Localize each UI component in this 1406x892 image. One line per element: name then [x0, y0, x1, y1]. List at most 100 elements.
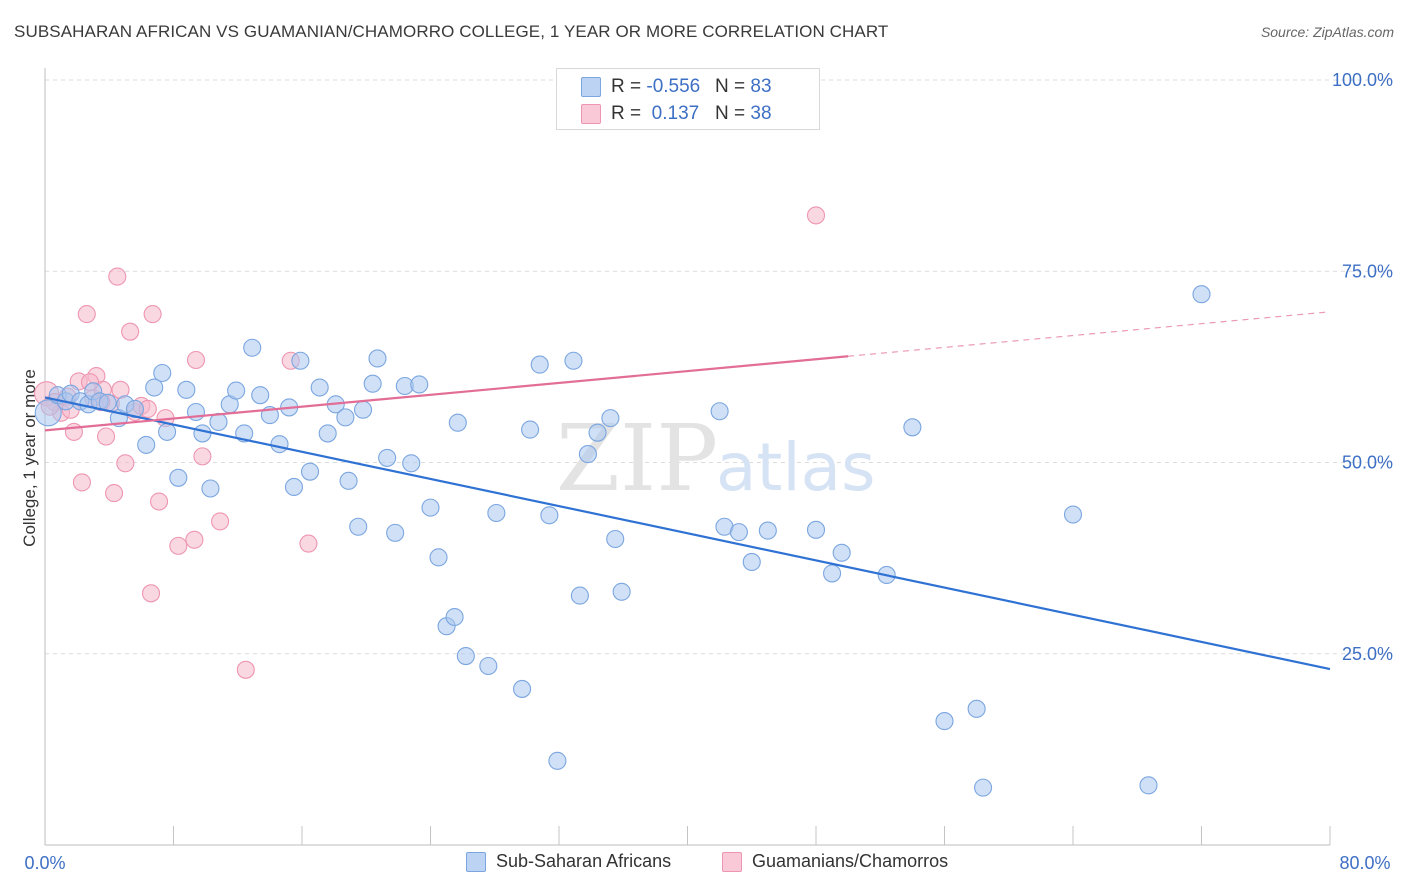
point-guamanian-25	[193, 447, 212, 466]
point-guamanian-13	[105, 484, 124, 503]
point-subsaharan-80	[1063, 505, 1083, 524]
point-guamanian-16	[121, 322, 140, 341]
r-value-blue: -0.556	[646, 76, 701, 97]
point-subsaharan-43	[386, 523, 405, 542]
y-tick-labels: 25.0% 50.0% 75.0% 100.0%	[1332, 70, 1393, 664]
n-value-blue: 83	[750, 76, 772, 97]
point-subsaharan-33	[310, 378, 329, 397]
point-guamanian-20	[143, 305, 162, 324]
point-subsaharan-28	[270, 435, 289, 454]
n-label: N =	[715, 76, 751, 97]
point-subsaharan-19	[193, 424, 212, 443]
point-subsaharan-59	[548, 751, 567, 770]
point-subsaharan-37	[339, 471, 358, 490]
point-subsaharan-56	[521, 420, 540, 439]
stats-legend: R = -0.556 N = 83 R = 0.137 N = 38	[556, 68, 820, 130]
y-tick-label-100: 100.0%	[1332, 70, 1393, 90]
point-subsaharan-51	[448, 413, 467, 432]
point-subsaharan-65	[606, 529, 625, 549]
series-legend-subsaharan: Sub-Saharan Africans	[466, 851, 671, 872]
y-tick-label-25: 25.0%	[1342, 644, 1393, 664]
point-guamanian-7	[77, 305, 96, 324]
point-subsaharan-62	[578, 445, 597, 464]
point-subsaharan-32	[300, 462, 320, 481]
legend-swatch-blue	[581, 77, 601, 97]
point-subsaharan-48	[429, 548, 448, 567]
point-subsaharan-73	[823, 564, 842, 583]
point-subsaharan-66	[612, 582, 631, 601]
r-label: R =	[611, 76, 647, 97]
point-guamanian-30	[236, 660, 255, 679]
point-subsaharan-31	[291, 351, 310, 370]
point-subsaharan-60	[564, 351, 583, 370]
point-subsaharan-34	[318, 424, 337, 443]
point-guamanian-4	[64, 422, 83, 441]
series-name-guamanians: Guamanians/Chamorros	[752, 851, 949, 871]
source-credit: Source: ZipAtlas.com	[1260, 24, 1394, 40]
point-subsaharan-67	[710, 402, 729, 421]
point-subsaharan-40	[363, 374, 382, 393]
point-subsaharan-57	[530, 355, 549, 374]
point-subsaharan-53	[479, 656, 498, 676]
chart-title: SUBSAHARAN AFRICAN VS GUAMANIAN/CHAMORRO…	[14, 22, 889, 41]
point-subsaharan-26	[251, 386, 270, 405]
point-subsaharan-16	[169, 468, 188, 487]
point-subsaharan-38	[349, 517, 368, 536]
point-subsaharan-77	[935, 712, 954, 731]
point-subsaharan-79	[973, 778, 993, 797]
point-subsaharan-13	[145, 378, 164, 397]
trend-line-extension-guamanian	[848, 311, 1331, 357]
gridlines	[45, 79, 1392, 655]
point-subsaharan-0	[34, 399, 62, 427]
point-subsaharan-41	[368, 349, 387, 368]
point-subsaharan-55	[513, 679, 532, 698]
point-subsaharan-63	[588, 423, 607, 442]
series-name-subsaharan: Sub-Saharan Africans	[496, 851, 672, 871]
point-subsaharan-12	[137, 435, 156, 454]
point-subsaharan-30	[284, 477, 304, 497]
point-subsaharan-47	[421, 498, 440, 517]
legend-swatch-guamanians	[722, 851, 742, 872]
point-guamanian-32	[299, 534, 318, 553]
point-subsaharan-25	[243, 338, 262, 357]
point-guamanian-15	[116, 454, 135, 473]
point-subsaharan-52	[456, 646, 475, 666]
axes	[44, 68, 1331, 846]
x-tick-label-max: 80.0%	[1339, 853, 1390, 873]
point-guamanian-27	[211, 512, 230, 531]
point-guamanian-24	[186, 350, 206, 370]
point-subsaharan-50	[445, 607, 464, 627]
stats-legend-row-pink: R = 0.137 N = 38	[581, 102, 772, 126]
stats-legend-row-blue: R = -0.556 N = 83	[581, 75, 772, 99]
point-subsaharan-69	[729, 523, 748, 542]
point-guamanian-6	[72, 473, 91, 492]
point-subsaharan-45	[402, 454, 421, 473]
point-subsaharan-17	[177, 380, 196, 399]
point-subsaharan-15	[158, 422, 177, 441]
point-subsaharan-71	[758, 521, 777, 540]
x-tick-label-min: 0.0%	[24, 853, 65, 873]
trend-line-subsaharan	[44, 396, 1331, 671]
n-value-pink: 38	[750, 103, 772, 124]
point-subsaharan-39	[353, 400, 373, 419]
point-guamanian-28	[108, 267, 127, 286]
point-guamanian-29	[141, 584, 161, 603]
point-subsaharan-78	[967, 699, 986, 718]
legend-swatch-pink	[581, 104, 601, 124]
point-subsaharan-14	[153, 363, 172, 383]
point-subsaharan-74	[832, 543, 851, 562]
x-axis-ticks	[173, 826, 1331, 845]
point-subsaharan-82	[1192, 285, 1211, 304]
trend-lines	[44, 311, 1331, 671]
point-guamanian-23	[169, 536, 188, 555]
series-legend-guamanians: Guamanians/Chamorros	[722, 851, 948, 872]
r-label: R =	[611, 103, 647, 124]
point-subsaharan-76	[903, 418, 922, 437]
point-subsaharan-64	[601, 409, 620, 428]
point-subsaharan-20	[201, 479, 220, 498]
point-subsaharan-70	[742, 552, 761, 572]
series-subsaharan-points	[34, 285, 1211, 797]
point-subsaharan-42	[378, 448, 397, 467]
point-subsaharan-36	[336, 408, 355, 427]
